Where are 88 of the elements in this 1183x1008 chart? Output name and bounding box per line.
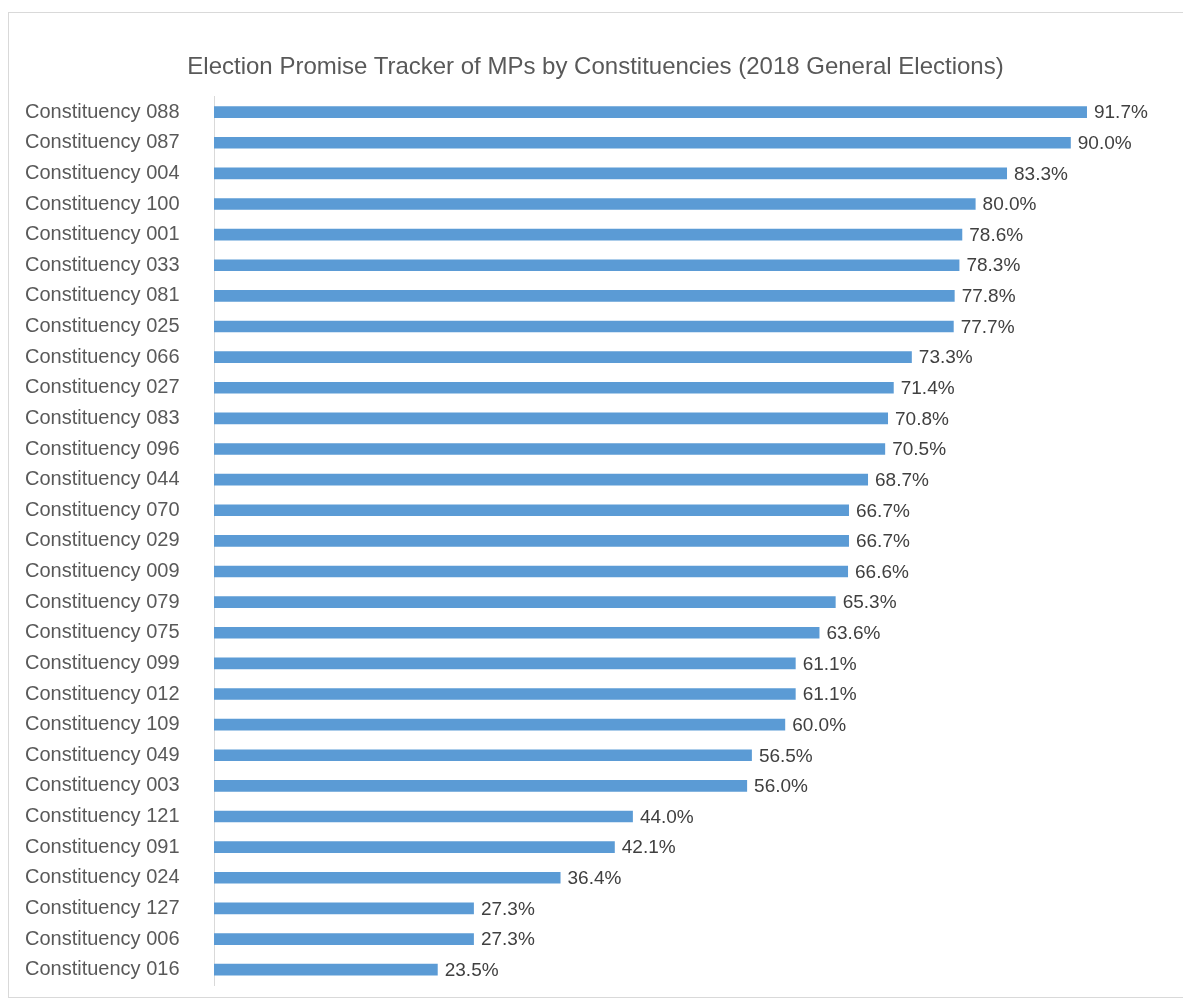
data-label: 78.3%	[966, 254, 1021, 276]
y-tick-label: Constituency 100	[25, 191, 180, 214]
data-label: 61.1%	[802, 683, 857, 705]
bar	[214, 688, 796, 700]
y-tick-label: Constituency 033	[25, 252, 180, 275]
bar	[214, 412, 889, 425]
y-tick-label: Constituency 001	[25, 222, 180, 245]
y-tick-label: Constituency 121	[25, 804, 180, 827]
y-tick-label: Constituency 016	[25, 957, 180, 980]
y-tick-label: Constituency 083	[25, 405, 180, 428]
y-tick-label: Constituency 109	[25, 712, 180, 735]
bar	[214, 749, 752, 762]
bar	[214, 810, 633, 823]
bar	[214, 351, 912, 363]
bar	[214, 106, 1087, 118]
y-tick-label: Constituency 079	[25, 589, 180, 612]
y-tick-label: Constituency 099	[25, 650, 180, 673]
bar	[214, 718, 786, 731]
data-label: 23.5%	[444, 958, 499, 980]
bar	[214, 320, 954, 333]
bar	[214, 443, 886, 455]
y-tick-label: Constituency 070	[25, 497, 180, 520]
data-label: 42.1%	[621, 836, 676, 858]
data-label: 70.5%	[892, 438, 947, 460]
y-tick-label: Constituency 024	[25, 865, 180, 888]
data-label: 56.5%	[758, 744, 813, 766]
data-label: 27.3%	[480, 928, 535, 950]
data-label: 70.8%	[895, 407, 949, 429]
data-label: 83.3%	[1014, 162, 1068, 184]
data-label: 77.8%	[961, 285, 1016, 307]
y-tick-label: Constituency 044	[25, 467, 180, 490]
bar	[214, 381, 894, 394]
bar	[214, 626, 820, 639]
data-label: 71.4%	[900, 377, 955, 398]
y-tick-label: Constituency 091	[25, 834, 180, 857]
data-label: 66.7%	[855, 499, 910, 521]
y-tick-label: Constituency 025	[25, 314, 180, 337]
y-tick-label: Constituency 087	[25, 130, 180, 153]
data-label: 91.7%	[1093, 101, 1148, 123]
bar	[214, 657, 796, 670]
y-tick-label: Constituency 066	[25, 344, 180, 367]
data-label: 65.3%	[842, 591, 897, 613]
bar	[214, 167, 1008, 180]
y-tick-label: Constituency 003	[25, 773, 180, 796]
y-tick-label: Constituency 127	[25, 895, 180, 918]
bar	[214, 596, 836, 608]
bar	[214, 136, 1071, 149]
data-label: 60.0%	[792, 713, 847, 735]
bar	[214, 841, 615, 853]
y-tick-label: Constituency 027	[25, 375, 180, 398]
data-label: 63.6%	[826, 622, 881, 644]
data-label: 73.3%	[918, 346, 973, 368]
y-tick-label: Constituency 096	[25, 436, 180, 459]
bar	[214, 290, 955, 302]
data-label: 56.0%	[754, 775, 809, 797]
data-label: 36.4%	[567, 867, 622, 889]
y-tick-label: Constituency 012	[25, 681, 180, 704]
y-tick-label: Constituency 029	[25, 528, 180, 551]
data-label: 78.6%	[969, 223, 1024, 245]
data-label: 66.6%	[855, 560, 910, 582]
bar	[214, 228, 963, 241]
data-label: 68.7%	[875, 468, 929, 490]
data-label: 66.7%	[855, 530, 910, 552]
bar	[214, 535, 849, 547]
y-tick-label: Constituency 081	[25, 283, 180, 306]
bar	[214, 198, 976, 210]
data-label: 61.1%	[802, 652, 857, 674]
chart-title: Election Promise Tracker of MPs by Constituencies (2018 General Elections)	[187, 52, 1004, 80]
bar	[214, 259, 960, 272]
data-label: 44.0%	[639, 805, 694, 827]
y-tick-label: Constituency 088	[25, 99, 180, 122]
bar	[214, 933, 474, 945]
bar	[214, 963, 438, 976]
bar	[214, 902, 474, 915]
data-label: 27.3%	[480, 897, 535, 919]
data-label: 80.0%	[982, 193, 1037, 215]
bar	[214, 780, 748, 792]
y-tick-label: Constituency 004	[25, 160, 180, 183]
bar	[214, 565, 849, 578]
data-label: 77.7%	[960, 315, 1015, 337]
bar	[214, 473, 869, 486]
y-tick-label: Constituency 075	[25, 620, 180, 643]
y-tick-label: Constituency 009	[25, 559, 180, 582]
data-label: 90.0%	[1077, 131, 1132, 153]
bar	[214, 871, 561, 884]
y-tick-label: Constituency 049	[25, 742, 180, 765]
bar	[214, 504, 849, 517]
y-tick-label: Constituency 006	[25, 926, 180, 949]
